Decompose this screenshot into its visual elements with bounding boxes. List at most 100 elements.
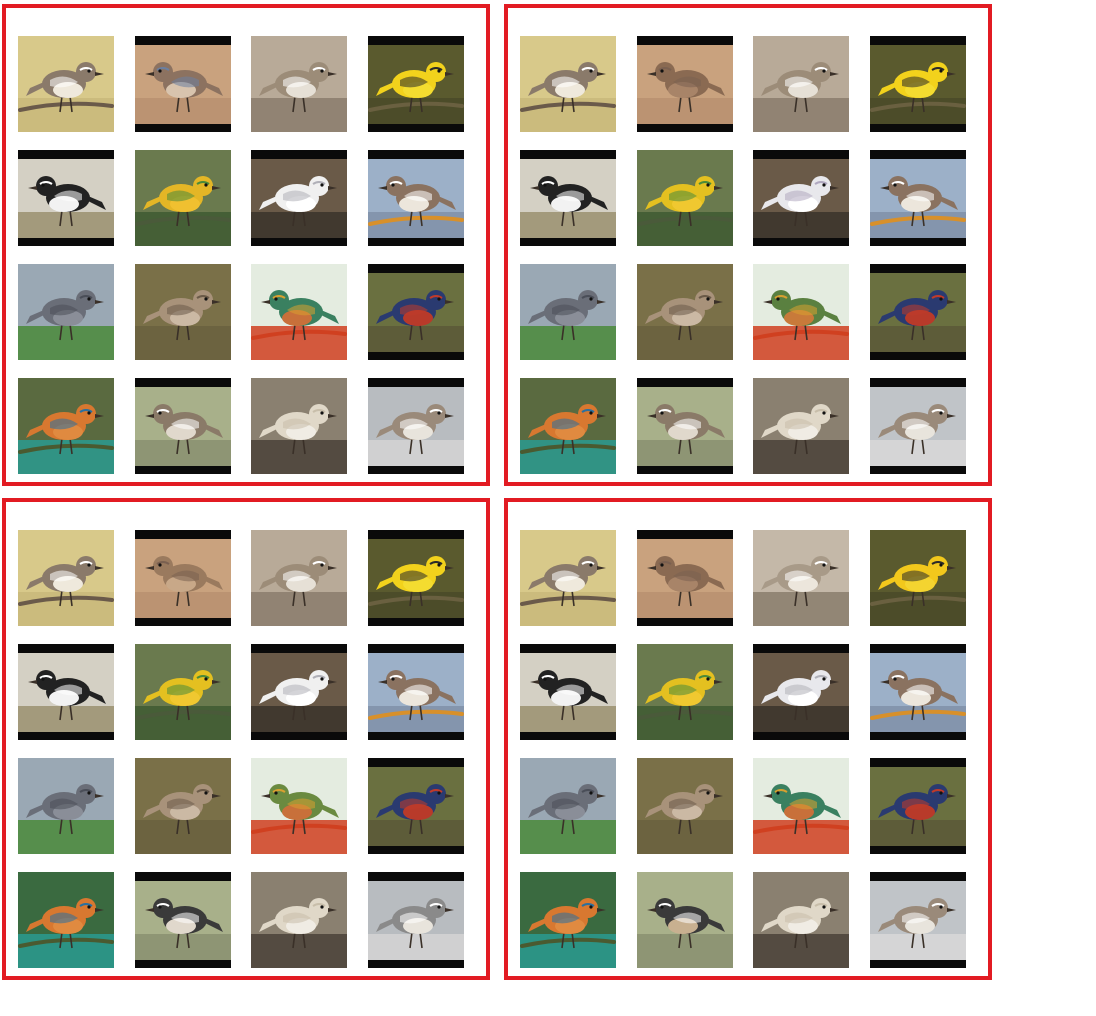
sample-tile (753, 378, 849, 474)
bird-image (251, 150, 347, 246)
bird-image (520, 150, 616, 246)
sample-tile (251, 644, 347, 740)
bird-image (753, 758, 849, 854)
sample-tile (753, 264, 849, 360)
bird-image (520, 644, 616, 740)
sample-tile (753, 644, 849, 740)
sample-tile (18, 150, 114, 246)
bird-image (251, 378, 347, 474)
sample-tile (135, 872, 231, 968)
bird-image (18, 378, 114, 474)
sample-tile (135, 150, 231, 246)
bird-image (520, 872, 616, 968)
bird-image (870, 530, 966, 626)
bird-image (637, 36, 733, 132)
bird-image (135, 36, 231, 132)
sample-tile (18, 264, 114, 360)
sample-tile (135, 758, 231, 854)
sample-tile (637, 378, 733, 474)
bird-image (870, 150, 966, 246)
bird-image (637, 872, 733, 968)
sample-tile (520, 758, 616, 854)
bird-image (753, 644, 849, 740)
bird-image (753, 36, 849, 132)
bird-image (520, 36, 616, 132)
sample-tile (637, 872, 733, 968)
bird-image (368, 872, 464, 968)
bird-image (135, 264, 231, 360)
sample-tile (251, 530, 347, 626)
sample-tile (368, 36, 464, 132)
sample-tile (251, 872, 347, 968)
sample-tile (753, 872, 849, 968)
bird-image (637, 530, 733, 626)
bird-image (520, 378, 616, 474)
bird-image (368, 264, 464, 360)
sample-tile (870, 872, 966, 968)
sample-tile (870, 150, 966, 246)
panel-top-right (504, 4, 992, 486)
bird-image (135, 644, 231, 740)
sample-tile (870, 644, 966, 740)
bird-image (251, 644, 347, 740)
sample-tile (368, 530, 464, 626)
sample-tile (753, 36, 849, 132)
sample-tile (368, 758, 464, 854)
sample-tile (637, 264, 733, 360)
sample-tile (870, 378, 966, 474)
bird-image (870, 36, 966, 132)
bird-image (870, 758, 966, 854)
sample-tile (870, 36, 966, 132)
sample-tile (368, 644, 464, 740)
sample-tile (368, 378, 464, 474)
sample-tile (135, 378, 231, 474)
bird-image (368, 644, 464, 740)
sample-tile (18, 36, 114, 132)
bird-image (368, 378, 464, 474)
panel-bottom-left (2, 498, 490, 980)
bird-image (870, 872, 966, 968)
bird-image (368, 150, 464, 246)
bird-image (870, 644, 966, 740)
bird-image (18, 264, 114, 360)
sample-tile (753, 150, 849, 246)
sample-tile (135, 264, 231, 360)
bird-image (18, 36, 114, 132)
bird-image (251, 264, 347, 360)
bird-image (135, 150, 231, 246)
sample-tile (520, 150, 616, 246)
sample-tile (753, 530, 849, 626)
bird-image (753, 872, 849, 968)
bird-image (251, 530, 347, 626)
sample-tile (251, 264, 347, 360)
bird-image (870, 264, 966, 360)
bird-image (753, 530, 849, 626)
bird-image (18, 872, 114, 968)
bird-image (520, 758, 616, 854)
panel-top-left (2, 4, 490, 486)
bird-image (135, 872, 231, 968)
sample-tile (637, 758, 733, 854)
sample-tile (870, 530, 966, 626)
sample-tile (520, 530, 616, 626)
bird-image (637, 378, 733, 474)
sample-tile (520, 872, 616, 968)
bird-image (18, 530, 114, 626)
sample-tile (368, 264, 464, 360)
bird-image (18, 150, 114, 246)
bird-image (251, 872, 347, 968)
bird-image (18, 758, 114, 854)
bird-image (520, 264, 616, 360)
bird-image (135, 378, 231, 474)
sample-tile (520, 378, 616, 474)
bird-image (753, 264, 849, 360)
sample-tile (251, 758, 347, 854)
bird-image (135, 758, 231, 854)
bird-image (637, 644, 733, 740)
sample-tile (520, 36, 616, 132)
sample-tile (368, 872, 464, 968)
sample-tile (251, 378, 347, 474)
sample-tile (18, 378, 114, 474)
bird-image (135, 530, 231, 626)
